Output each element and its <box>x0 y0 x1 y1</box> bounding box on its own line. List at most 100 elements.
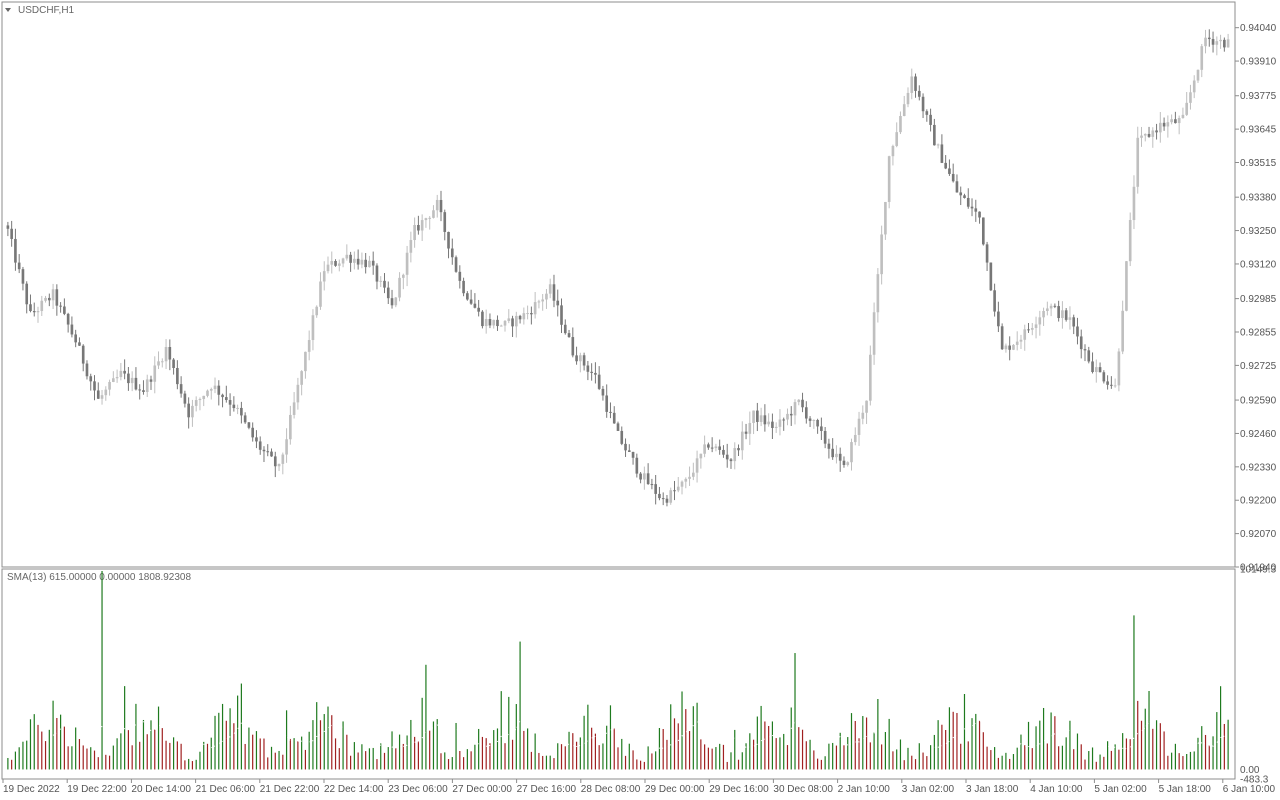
candle-body <box>289 414 292 440</box>
candle <box>774 422 778 433</box>
candle-body <box>341 258 345 264</box>
candle <box>473 293 477 309</box>
candle <box>752 410 755 435</box>
candle <box>1177 115 1181 135</box>
candle-body <box>1023 329 1027 340</box>
candle <box>1042 307 1045 326</box>
candle <box>32 302 36 317</box>
candle-body <box>1125 261 1128 311</box>
candle-body <box>349 254 352 263</box>
time-tick-label: 21 Dec 22:00 <box>260 784 320 795</box>
candle <box>251 422 255 442</box>
candle <box>635 453 639 478</box>
candle <box>718 439 722 455</box>
candle-body <box>756 410 759 422</box>
candle-body <box>398 277 401 298</box>
candle-body <box>880 234 883 275</box>
candle-body <box>1128 220 1132 262</box>
candle <box>119 362 123 381</box>
candle <box>484 309 488 334</box>
candle-body <box>179 384 183 394</box>
candle <box>620 426 624 446</box>
candle-body <box>917 90 921 97</box>
candle-body <box>371 260 375 266</box>
time-tick-label: 4 Jan 10:00 <box>1030 784 1083 795</box>
candle <box>59 302 62 313</box>
candle-body <box>684 478 688 482</box>
candle-body <box>959 192 963 196</box>
candle <box>66 312 70 333</box>
candle <box>1091 352 1094 374</box>
candle-body <box>368 260 371 268</box>
candle <box>695 450 699 483</box>
candle <box>89 373 93 391</box>
candle-body <box>993 290 996 312</box>
candle-body <box>914 76 917 91</box>
candle-body <box>104 389 108 396</box>
candle-body <box>187 403 190 418</box>
candle <box>1136 126 1140 194</box>
candle <box>710 437 714 453</box>
candle-body <box>831 448 834 458</box>
candle-body <box>1042 311 1045 318</box>
candle-body <box>1185 102 1189 115</box>
candle <box>778 409 782 436</box>
candle <box>127 366 130 391</box>
candle-body <box>567 333 571 338</box>
candle <box>417 215 420 235</box>
candle-body <box>138 389 142 391</box>
candle-body <box>168 347 172 360</box>
candle-body <box>552 284 556 301</box>
price-tick-label: 0.92460 <box>1240 429 1277 440</box>
candle-body <box>304 351 307 372</box>
candle-body <box>1223 39 1226 48</box>
candle <box>688 466 691 486</box>
candle <box>872 302 876 365</box>
candle <box>1061 301 1064 329</box>
candle-body <box>563 324 567 334</box>
candle <box>530 306 533 325</box>
candle-body <box>876 274 880 313</box>
candle-body <box>439 199 443 213</box>
candle <box>258 436 262 455</box>
candle <box>1174 111 1177 124</box>
candle <box>29 294 32 313</box>
candle <box>684 477 688 489</box>
candle-body <box>895 132 899 146</box>
candle-body <box>722 449 725 455</box>
candle-body <box>906 92 910 105</box>
candle <box>217 380 221 406</box>
candle-body <box>699 453 703 459</box>
candle-body <box>402 274 405 278</box>
candle-body <box>737 448 740 451</box>
candle <box>447 231 450 259</box>
candle-body <box>1106 381 1109 385</box>
collapse-arrow-icon[interactable] <box>5 8 11 12</box>
candle <box>902 95 906 117</box>
candle <box>989 262 993 292</box>
candle-body <box>153 365 157 382</box>
candle-body <box>428 217 432 219</box>
candle <box>714 443 718 452</box>
candle-body <box>1015 341 1019 345</box>
candle <box>631 451 635 465</box>
candle <box>439 190 443 222</box>
candle-body <box>375 265 379 282</box>
candle <box>831 438 834 460</box>
candle <box>100 389 104 405</box>
candle <box>1019 334 1023 350</box>
candle-body <box>771 421 774 428</box>
candle-body <box>379 280 383 282</box>
candle-body <box>81 345 85 364</box>
candle-body <box>40 300 44 312</box>
candle-body <box>789 413 793 416</box>
candle-body <box>1147 133 1151 137</box>
candle-body <box>612 412 616 424</box>
price-tick-label: 0.93910 <box>1240 57 1277 68</box>
candle <box>322 261 326 291</box>
candle <box>853 427 857 446</box>
candle-body <box>1192 80 1196 93</box>
candle <box>1098 362 1102 373</box>
candle <box>134 367 138 391</box>
candle <box>112 371 115 383</box>
